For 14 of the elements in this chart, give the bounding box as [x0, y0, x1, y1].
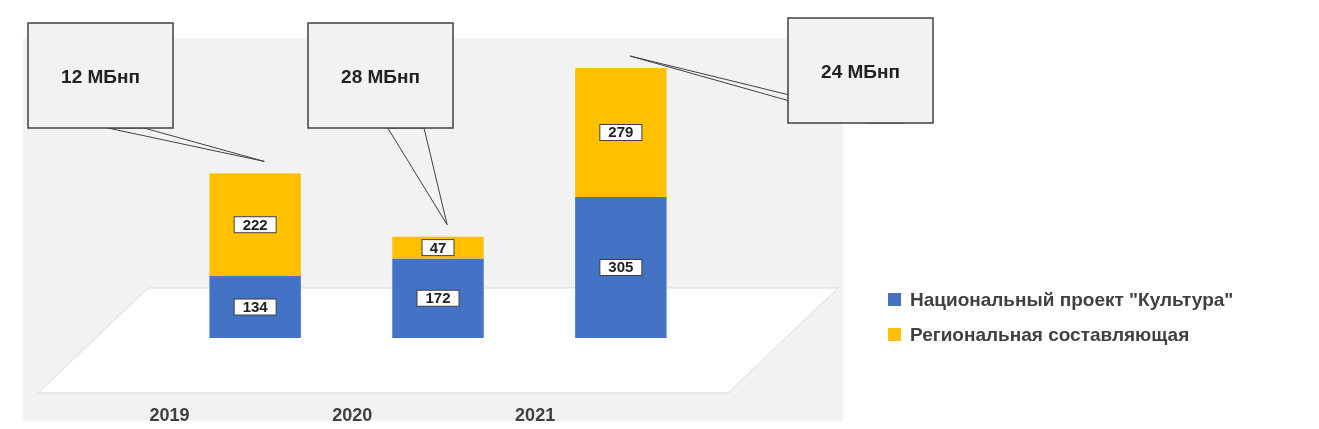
annotation: 12 МБнп [61, 66, 140, 87]
data-label: 279 [608, 123, 634, 141]
legend-label: Региональная составляющая [910, 324, 1190, 345]
x-tick-label: 2019 [149, 405, 190, 425]
x-tick-label: 2020 [332, 405, 373, 425]
legend-label: Национальный проект "Культура" [910, 289, 1234, 310]
data-label: 305 [608, 258, 634, 276]
text: 24 МБнп [821, 61, 900, 82]
annotation: 28 МБнп [341, 66, 420, 87]
data-label: 222 [242, 215, 268, 233]
data-label: 47 [429, 238, 447, 256]
x-tick-label: 2021 [515, 405, 556, 425]
data-label: 134 [242, 298, 269, 316]
data-label: 172 [425, 289, 451, 307]
